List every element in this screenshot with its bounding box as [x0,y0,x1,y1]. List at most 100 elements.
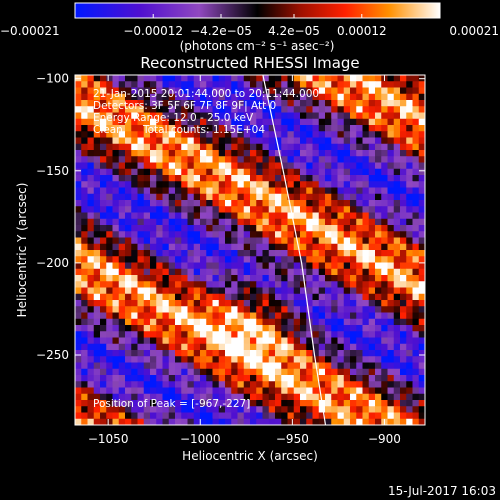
heatmap-cell [343,93,351,101]
heatmap-cell [150,387,157,395]
heatmap-cell [106,87,113,95]
heatmap-cell [81,250,88,257]
heatmap-cell [368,268,376,276]
heatmap-cell [387,75,395,82]
heatmap-cell [125,75,132,82]
heatmap-cell [418,243,425,251]
heatmap-cell [300,225,307,232]
heatmap-cell [175,262,182,270]
heatmap-cell [331,287,338,295]
heatmap-cell [212,418,220,425]
heatmap-cell [375,262,382,270]
heatmap-cell [187,137,195,145]
colorbar: −0.00021 −0.00012 −4.2e−05 4.2e−05 0.00012 0.… [0,2,499,53]
heatmap-cell [75,212,82,220]
heatmap-cell [193,193,201,201]
heatmap-cell [218,225,226,232]
heatmap-cell [118,406,126,413]
heatmap-cell [131,118,138,126]
heatmap-cell [206,343,213,351]
heatmap-cell [200,406,207,413]
heatmap-cell [200,381,207,388]
heatmap-cell [318,200,326,207]
heatmap-cell [231,368,238,376]
heatmap-cell [306,393,313,401]
heatmap-cell [200,368,207,376]
heatmap-cell [287,350,295,357]
heatmap-cell [212,112,220,120]
heatmap-cell [125,168,132,176]
heatmap-cell [162,343,170,351]
heatmap-cell [337,218,345,226]
heatmap-cell [293,312,301,320]
heatmap-cell [375,312,382,320]
heatmap-cell [400,281,407,288]
heatmap-cell [206,375,213,382]
heatmap-cell [187,162,195,170]
heatmap-cell [256,81,263,88]
heatmap-cell [300,412,307,420]
heatmap-cell [87,356,95,363]
heatmap-cell [312,331,320,338]
heatmap-cell [87,375,95,382]
heatmap-cell [387,137,395,145]
heatmap-cell [412,231,420,238]
heatmap-cell [300,318,307,326]
heatmap-cell [387,93,395,101]
heatmap-cell [175,112,182,120]
heatmap-cell [325,331,332,338]
heatmap-cell [187,143,195,151]
heatmap-cell [125,112,132,120]
heatmap-cell [131,143,138,151]
heatmap-cell [362,400,370,407]
heatmap-cell [237,281,245,288]
heatmap-cell [218,231,226,238]
heatmap-cell [218,218,226,226]
heatmap-cell [287,156,295,163]
heatmap-cell [87,381,95,388]
heatmap-cell [362,212,370,220]
heatmap-cell [93,131,101,138]
heatmap-cell [175,106,182,113]
heatmap-cell [125,281,132,288]
heatmap-cell [243,75,251,82]
heatmap-cell [350,400,357,407]
heatmap-cell [143,312,151,320]
heatmap-cell [131,193,138,201]
heatmap-cell [87,293,95,301]
heatmap-cell [256,412,263,420]
heatmap-cell [362,368,370,376]
heatmap-cell [250,312,257,320]
heatmap-cell [162,306,170,313]
heatmap-cell [237,100,245,107]
heatmap-cell [356,75,363,82]
heatmap-cell [312,81,320,88]
heatmap-cell [218,325,226,332]
heatmap-cell [87,81,95,88]
heatmap-cell [75,400,82,407]
heatmap-cell [218,143,226,151]
heatmap-cell [262,318,270,326]
heatmap-cell [312,387,320,395]
heatmap-cell [231,318,238,326]
heatmap-cell [187,243,195,251]
heatmap-cell [231,400,238,407]
heatmap-cell [331,131,338,138]
heatmap-cell [356,268,363,276]
heatmap-cell [337,343,345,351]
heatmap-cell [381,381,388,388]
heatmap-cell [81,162,88,170]
heatmap-cell [181,362,188,370]
heatmap-cell [293,118,301,126]
heatmap-cell [225,375,232,382]
heatmap-cell [237,218,245,226]
heatmap-cell [387,268,395,276]
heatmap-cell [150,275,157,282]
heatmap-cell [162,331,170,338]
heatmap-cell [250,393,257,401]
heatmap-cell [218,100,226,107]
heatmap-cell [325,343,332,351]
heatmap-cell [187,87,195,95]
heatmap-cell [268,87,276,95]
heatmap-cell [112,325,120,332]
